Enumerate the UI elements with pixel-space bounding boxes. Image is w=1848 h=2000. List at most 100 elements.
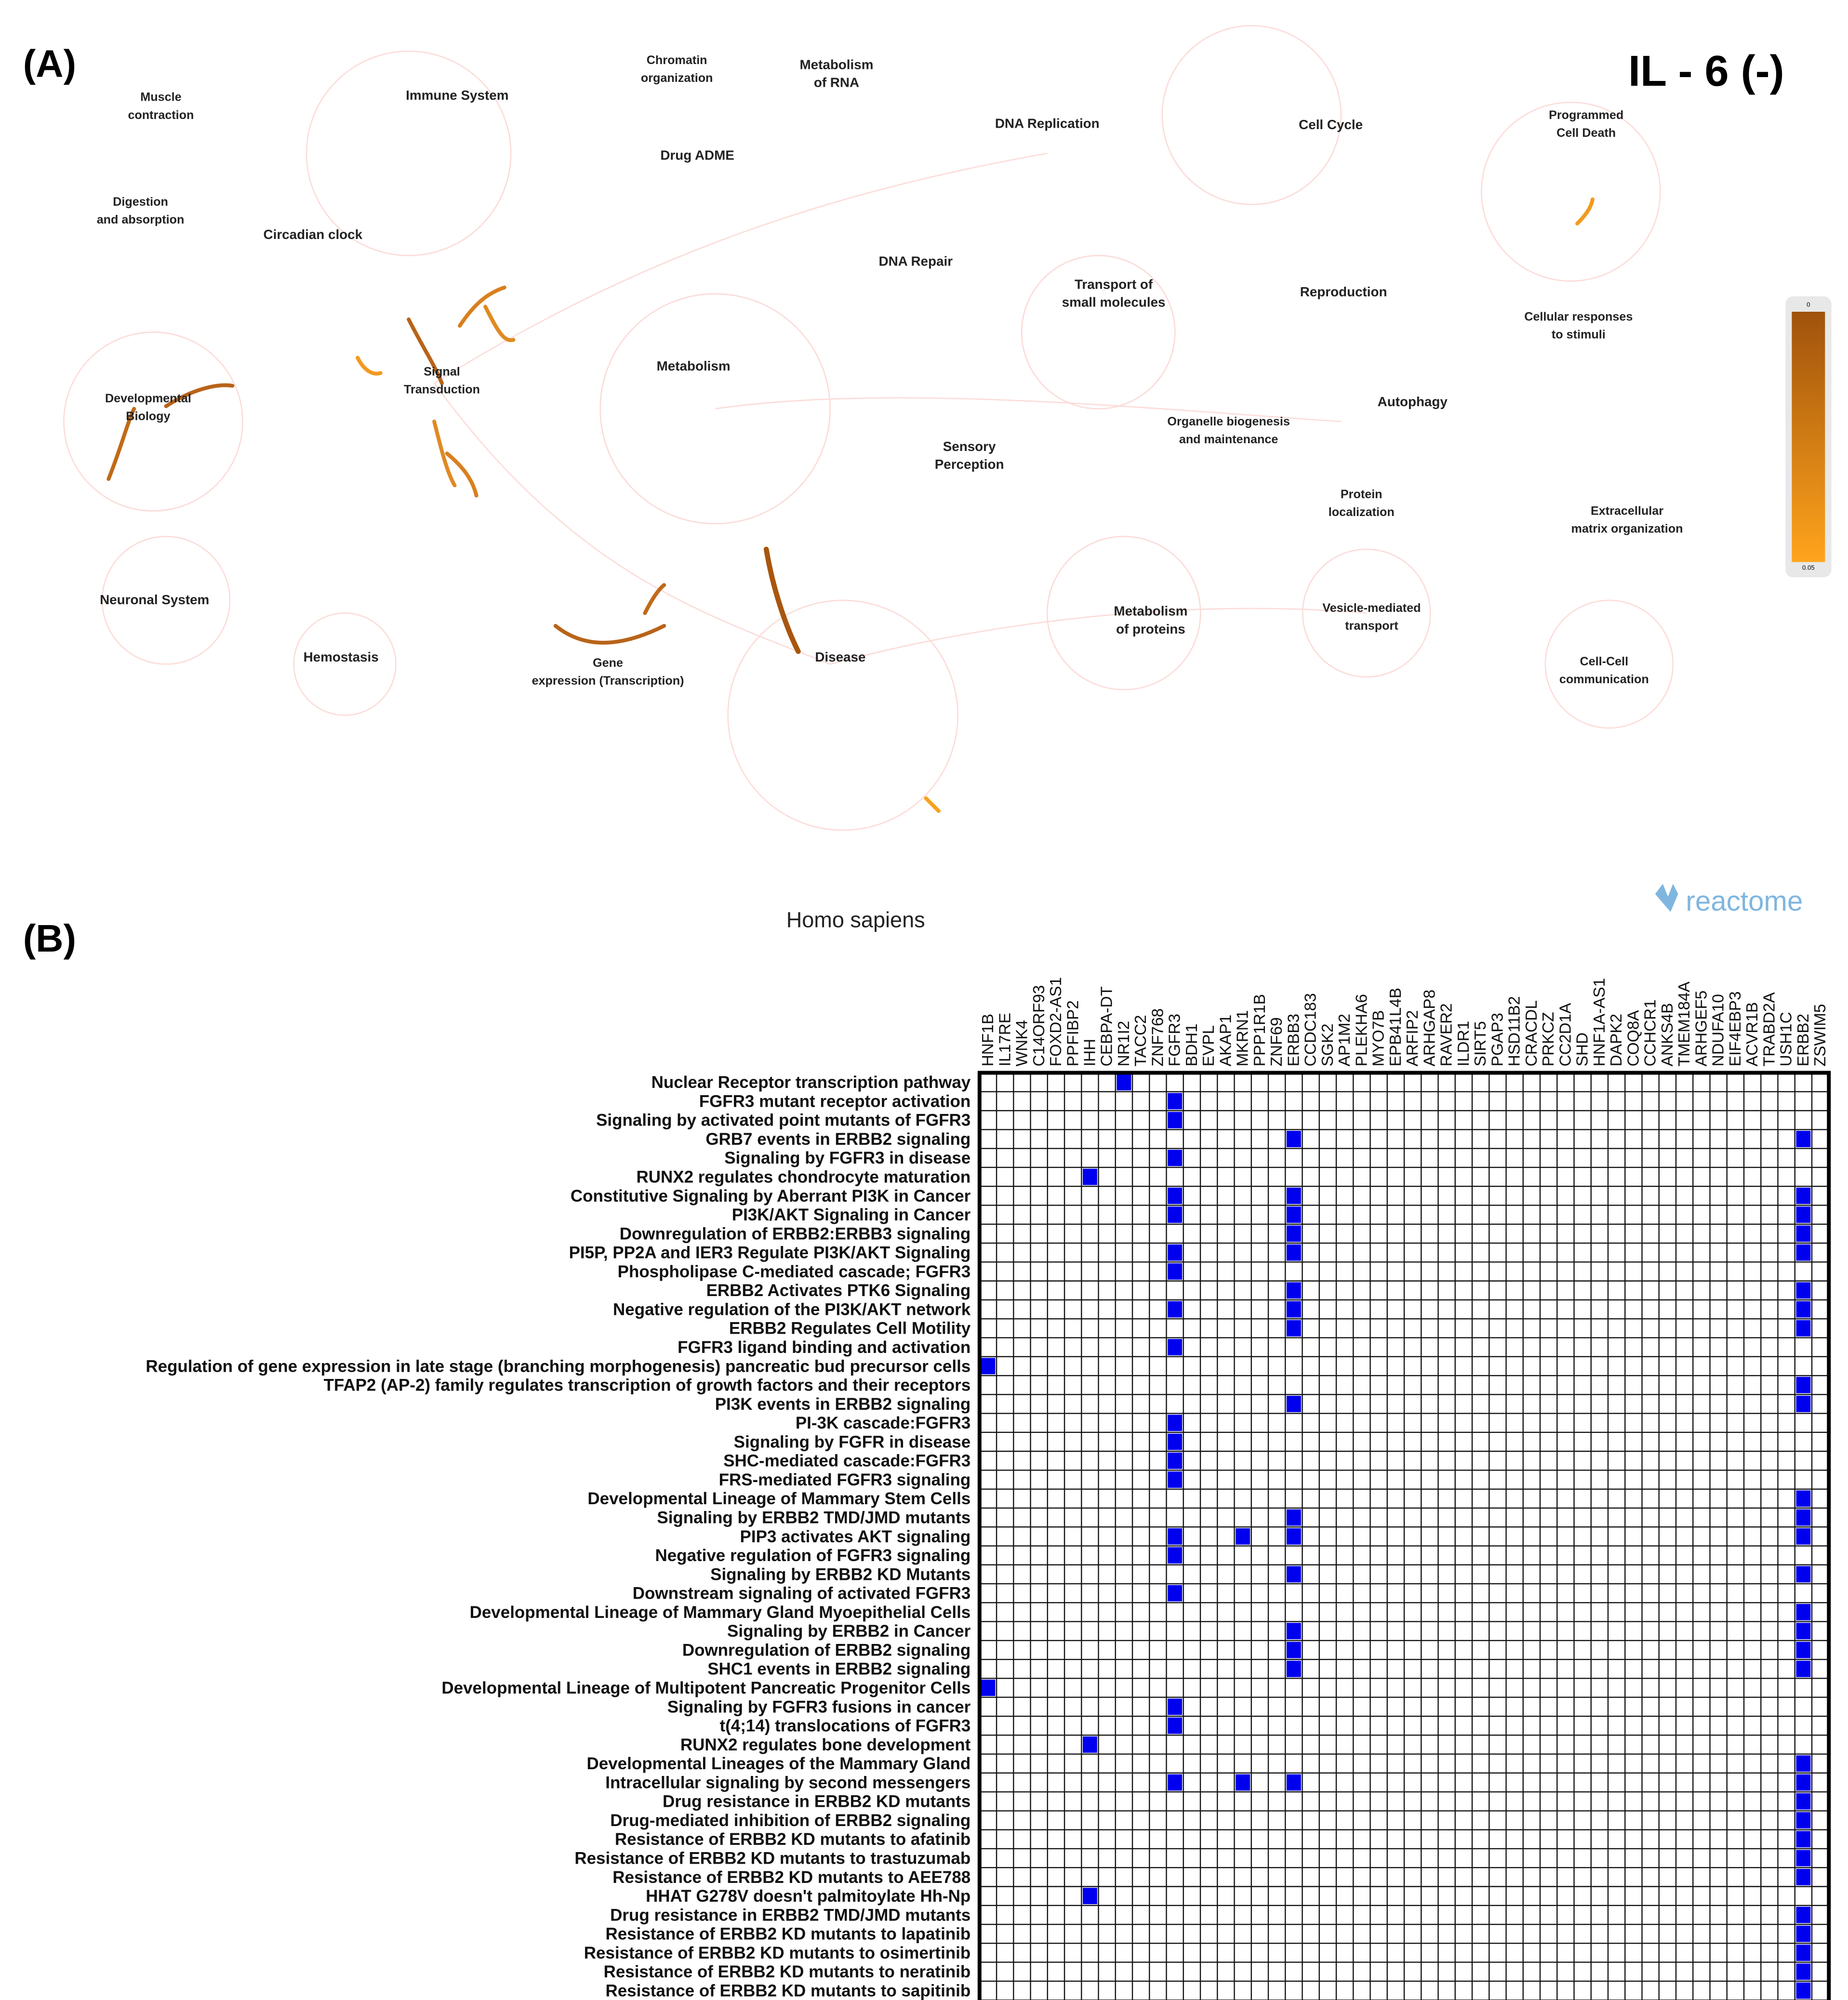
logo: reactome [1686,886,1803,917]
hit-cell [1286,1282,1301,1299]
column-label: ARHGAP8 [1421,990,1438,1067]
pathway-label: Digestion [113,195,168,209]
row-label: RUNX2 regulates chondrocyte maturation [637,1168,971,1187]
column-label: TACC2 [1132,1015,1150,1066]
pathway-label: Chromatin [647,53,707,67]
row-label: Negative regulation of FGFR3 signaling [655,1546,971,1565]
hit-cell [1796,1320,1811,1337]
column-label: ERBB2 [1795,1014,1812,1066]
pathway-label: Organelle biogenesis [1167,415,1290,428]
hit-cell [1796,1660,1811,1677]
pathway-label: Transduction [404,383,480,397]
row-label: Downregulation of ERBB2:ERBB3 signaling [620,1224,971,1243]
pathway-label: and maintenance [1179,433,1278,446]
row-label: Resistance of ERBB2 KD mutants to AEE788 [612,1868,971,1887]
column-label: ARFIP2 [1404,1010,1422,1066]
hit-cell [1796,1566,1811,1583]
pathway-label: Signal [424,365,460,378]
hit-cell [1796,1282,1811,1299]
hit-cell [1796,1907,1811,1923]
hit-cell [1168,1698,1183,1715]
hit-cell [1286,1660,1301,1677]
pathway-label: contraction [128,108,194,122]
hit-cell [1168,1433,1183,1450]
row-label: SHC-mediated cascade:FGFR3 [723,1452,971,1470]
row-label: PI-3K cascade:FGFR3 [796,1414,971,1432]
column-label: CCHCR1 [1642,999,1660,1066]
hit-cell [1796,1509,1811,1526]
hit-cell [1796,1206,1811,1223]
pathway-label: Metabolism [1114,604,1187,619]
column-label: ZNF768 [1149,1008,1167,1067]
hit-cell [1796,1831,1811,1848]
pathway-label: Immune System [406,88,508,103]
hit-cell [1796,1131,1811,1148]
pathway-label: localization [1329,505,1395,519]
column-label: AKAP1 [1217,1015,1235,1067]
hit-cell [1168,1263,1183,1280]
column-label: EIF4EBP3 [1727,991,1744,1066]
row-label: Drug resistance in ERBB2 TMD/JMD mutants [610,1906,971,1924]
column-label: HSD11B2 [1506,996,1524,1066]
row-label: Downstream signaling of activated FGFR3 [633,1584,971,1603]
row-label: FGFR3 mutant receptor activation [699,1092,971,1111]
column-label: BDH1 [1183,1023,1201,1066]
hit-cell [1168,1150,1183,1166]
hit-cell [1286,1225,1301,1242]
column-label: PGAP3 [1489,1013,1506,1066]
row-label: TFAP2 (AP-2) family regulates transcript… [324,1376,971,1395]
column-label: ZNF69 [1268,1017,1286,1066]
row-label: Signaling by activated point mutants of … [596,1111,971,1130]
pathway-label: of RNA [814,75,859,90]
pathway-label: Cell Death [1556,126,1616,140]
row-label: Downregulation of ERBB2 signaling [682,1641,971,1659]
pathway-label: Sensory [943,439,996,454]
row-label: FRS-mediated FGFR3 signaling [719,1470,971,1489]
hit-cell [1796,1850,1811,1867]
pathway-label: to stimuli [1552,328,1606,342]
hit-cell [981,1358,996,1375]
row-label: Signaling by FGFR3 in disease [724,1149,971,1167]
row-label: t(4;14) translocations of FGFR3 [720,1717,971,1735]
column-label: IHH [1081,1039,1099,1066]
column-label: NDUFA10 [1710,994,1728,1066]
column-label: HNF1B [979,1014,997,1066]
hit-cell [1796,1603,1811,1620]
pathway-label: Autophagy [1378,394,1448,409]
pathway-label: Circadian clock [264,227,363,242]
hit-cell [1286,1187,1301,1204]
pathway-label: Perception [935,457,1004,472]
pathway-label: expression (Transcription) [532,674,684,688]
row-label: RUNX2 regulates bone development [680,1735,971,1754]
hit-cell [1168,1452,1183,1469]
row-label: Resistance of ERBB2 KD mutants to nerati… [604,1962,971,1981]
row-label: Resistance of ERBB2 KD mutants to afatin… [615,1830,971,1849]
hit-cell [1796,1301,1811,1318]
pathway-label: Hemostasis [304,649,379,664]
hit-cell [1236,1774,1250,1791]
pathway-label: Gene [593,656,623,670]
column-label: TRABD2A [1760,992,1778,1067]
hit-cell [1168,1339,1183,1356]
row-label: Signaling by FGFR in disease [734,1432,971,1451]
hit-cell [1168,1112,1183,1128]
hit-cell [1796,1642,1811,1658]
hit-cell [1796,1944,1811,1961]
column-label: MKRN1 [1234,1010,1252,1066]
hit-cell [1796,1868,1811,1885]
pathway-label: Transport of [1075,277,1153,291]
column-label: SHD [1574,1033,1592,1066]
pathway-label: Muscle [140,91,181,104]
hit-cell [1168,1244,1183,1261]
enriched-pathways [106,197,1595,813]
column-label: ARHGEF5 [1692,991,1710,1067]
row-label: HHAT G278V doesn't palmitoylate Hh-Np [646,1887,971,1906]
pathway-label: Developmental [105,392,191,405]
pathway-label: Drug ADME [660,148,734,163]
hit-cell [1286,1131,1301,1148]
column-label: WNK4 [1013,1020,1031,1066]
column-label: HNF1A-AS1 [1591,978,1609,1067]
column-label: SIRT5 [1472,1021,1489,1066]
row-label: ERBB2 Regulates Cell Motility [729,1319,971,1338]
column-label: TMEM184A [1675,981,1693,1066]
